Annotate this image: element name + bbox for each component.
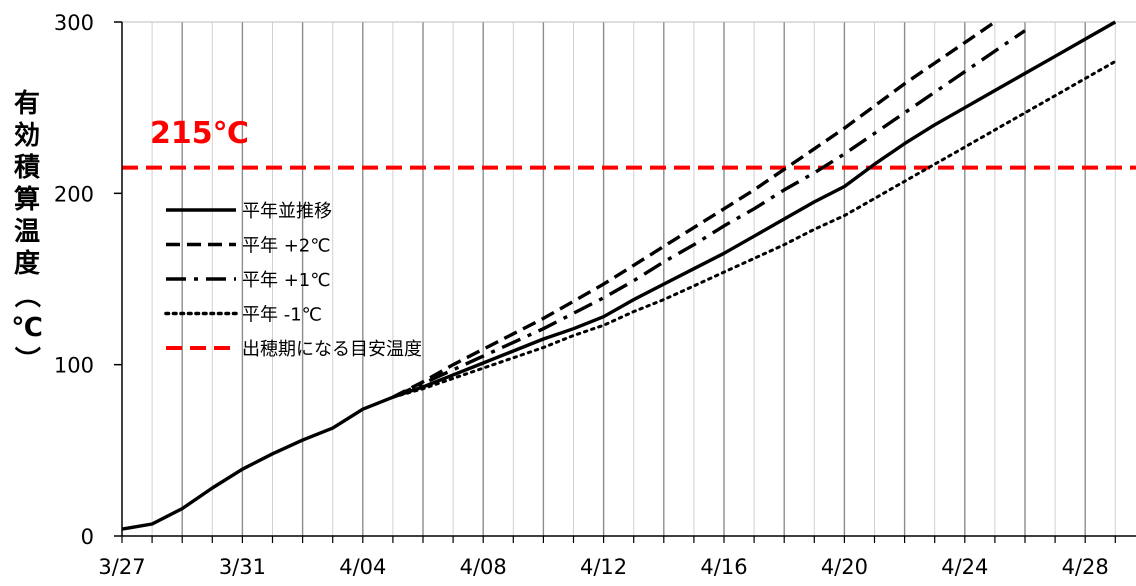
x-tick-label: 4/16 (700, 555, 747, 579)
y-axis-title-char: ℃ (11, 313, 42, 343)
y-axis-title-char: （ (11, 282, 41, 308)
legend-label: 平年 +2℃ (242, 236, 330, 257)
series-line (392, 20, 996, 399)
series-line (391, 59, 1117, 399)
y-axis-title-char: ） (11, 346, 41, 372)
y-axis-title-char: 積 (14, 153, 40, 183)
y-axis-title-char: 算 (14, 184, 40, 215)
observed-line (121, 395, 394, 531)
legend-label: 平年 -1℃ (242, 305, 322, 326)
series-line (392, 20, 1117, 399)
x-tick-label: 3/27 (98, 555, 145, 579)
y-tick-label: 200 (54, 182, 94, 206)
y-tick-label: 0 (81, 525, 94, 549)
y-axis-title-char: 有 (14, 89, 40, 119)
y-tick-label: 100 (54, 354, 94, 378)
legend-label: 出穂期になる目安温度 (242, 339, 422, 360)
x-tick-label: 4/28 (1062, 555, 1109, 579)
reference-line-label: 215℃ (150, 116, 249, 151)
y-axis-title-char: 効 (14, 120, 40, 151)
x-tick-label: 4/08 (460, 555, 507, 579)
legend-label: 平年並推移 (242, 201, 332, 222)
y-tick-label: 300 (54, 11, 94, 35)
legend-label: 平年 +1℃ (242, 270, 330, 291)
grid-layer (122, 21, 1136, 536)
series-line (392, 29, 1026, 399)
x-tick-label: 4/04 (339, 555, 386, 579)
x-tick-label: 4/20 (821, 555, 868, 579)
y-axis-title-char: 温 (14, 217, 40, 247)
series-layer (121, 20, 1117, 531)
x-tick-label: 3/31 (219, 555, 266, 579)
axis-layer: 0 100 200 300 3/27 3/31 4/04 4/08 4/12 4/16 4/20 4/… (54, 11, 1136, 579)
y-axis-title-char: 度 (14, 248, 40, 279)
x-tick-label: 4/24 (941, 555, 988, 579)
x-tick-label: 4/12 (580, 555, 627, 579)
